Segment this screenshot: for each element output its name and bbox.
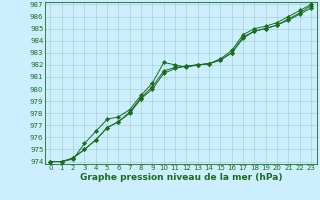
- X-axis label: Graphe pression niveau de la mer (hPa): Graphe pression niveau de la mer (hPa): [80, 173, 282, 182]
